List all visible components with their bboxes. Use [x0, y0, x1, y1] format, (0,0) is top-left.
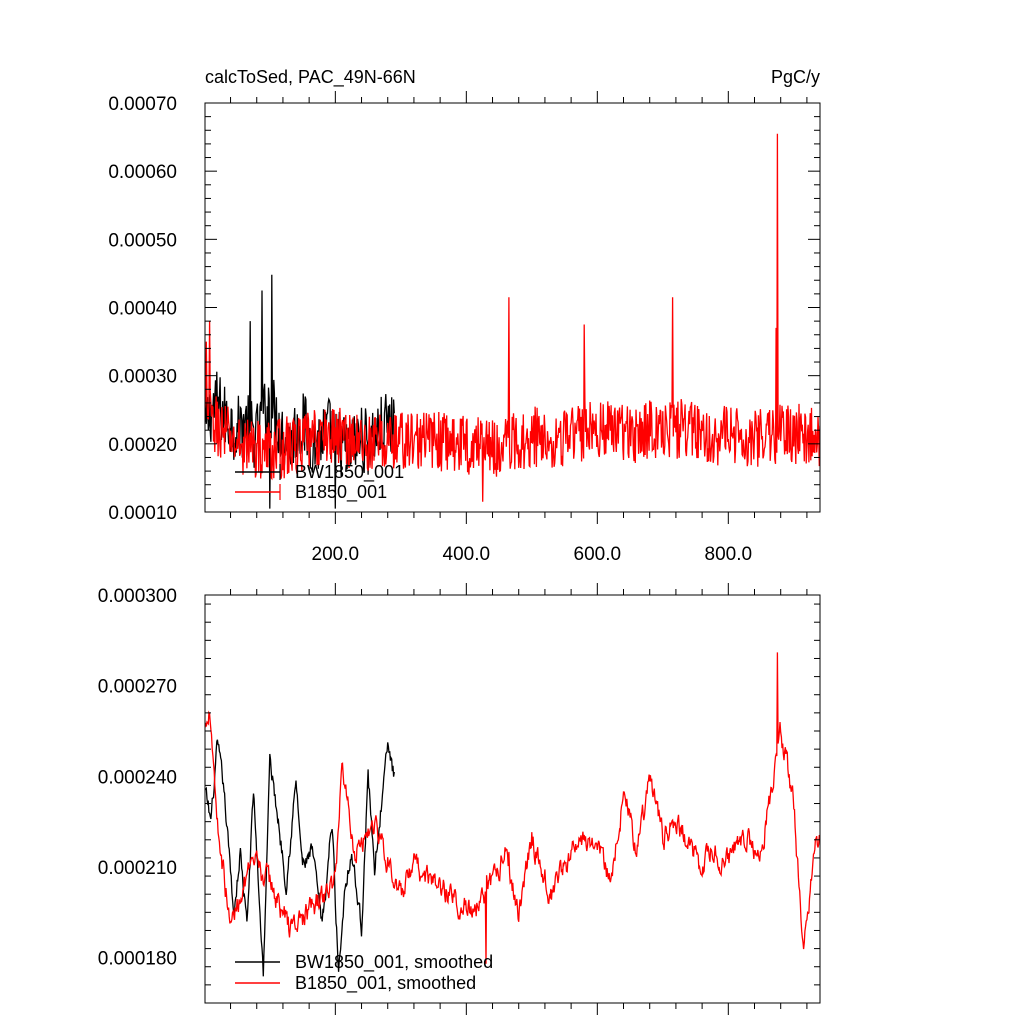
- y-tick-label: 0.00040: [108, 299, 177, 320]
- chart-units: PgC/y: [771, 67, 820, 87]
- y-tick-label: 0.000300: [98, 586, 177, 607]
- bottom-plot-panel: 0.000180 0.000210 0.000240 0.000270 0.000300…: [98, 583, 821, 1015]
- y-tick-label: 0.000210: [98, 858, 177, 879]
- plot-frame: [204, 594, 821, 1004]
- y-tick-label: 0.000270: [98, 677, 177, 698]
- x-tick-label: 200.0: [312, 544, 360, 565]
- y-tick-label: 0.00060: [108, 162, 177, 183]
- y-tick-label: 0.00070: [108, 94, 177, 115]
- y-tick-label: 0.000180: [98, 949, 177, 970]
- y-tick-label: 0.00010: [108, 503, 177, 524]
- chart-title: calcToSed, PAC_49N-66N: [205, 67, 416, 88]
- x-tick-label: 800.0: [705, 544, 753, 565]
- legend-label: B1850_001, smoothed: [295, 973, 476, 994]
- legend-label: BW1850_001, smoothed: [295, 952, 493, 973]
- y-tick-label: 0.00030: [108, 367, 177, 388]
- top-plot-panel: 0.00010 0.00020 0.00030 0.00040 0.00050 0.000…: [108, 91, 821, 565]
- series-line-bw1850-001-smoothed: [205, 739, 395, 977]
- x-tick-label: 600.0: [574, 544, 622, 565]
- legend-label: BW1850_001: [295, 462, 404, 483]
- y-tick-label: 0.000240: [98, 767, 177, 788]
- y-tick-label: 0.00020: [108, 435, 177, 456]
- y-tick-label: 0.00050: [108, 230, 177, 251]
- legend-label: B1850_001: [295, 482, 387, 503]
- x-tick-label: 400.0: [443, 544, 491, 565]
- series-line-b1850-001-smoothed: [205, 652, 820, 964]
- series-line-b1850-001: [205, 133, 820, 502]
